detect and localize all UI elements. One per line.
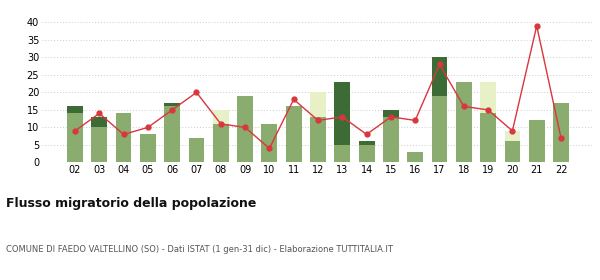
Bar <box>480 82 496 113</box>
Text: Flusso migratorio della popolazione: Flusso migratorio della popolazione <box>6 197 256 210</box>
Bar <box>188 138 205 162</box>
Bar <box>383 110 399 117</box>
Bar <box>359 145 374 162</box>
Bar <box>553 103 569 162</box>
Bar <box>456 82 472 162</box>
Bar <box>334 145 350 162</box>
Bar <box>505 131 520 141</box>
Bar <box>529 120 545 162</box>
Bar <box>431 57 448 96</box>
Text: COMUNE DI FAEDO VALTELLINO (SO) - Dati ISTAT (1 gen-31 dic) - Elaborazione TUTTI: COMUNE DI FAEDO VALTELLINO (SO) - Dati I… <box>6 245 393 254</box>
Bar <box>237 96 253 162</box>
Bar <box>334 82 350 145</box>
Bar <box>505 141 520 162</box>
Bar <box>359 141 374 145</box>
Bar <box>213 124 229 162</box>
Bar <box>213 110 229 124</box>
Bar <box>91 117 107 127</box>
Bar <box>67 113 83 162</box>
Bar <box>383 117 399 162</box>
Bar <box>116 113 131 162</box>
Bar <box>407 152 423 162</box>
Bar <box>310 92 326 117</box>
Bar <box>91 127 107 162</box>
Bar <box>164 106 180 162</box>
Bar <box>67 106 83 113</box>
Bar <box>310 117 326 162</box>
Bar <box>480 113 496 162</box>
Bar <box>140 134 156 162</box>
Bar <box>431 96 448 162</box>
Bar <box>262 124 277 162</box>
Bar <box>286 106 302 162</box>
Bar <box>164 103 180 106</box>
